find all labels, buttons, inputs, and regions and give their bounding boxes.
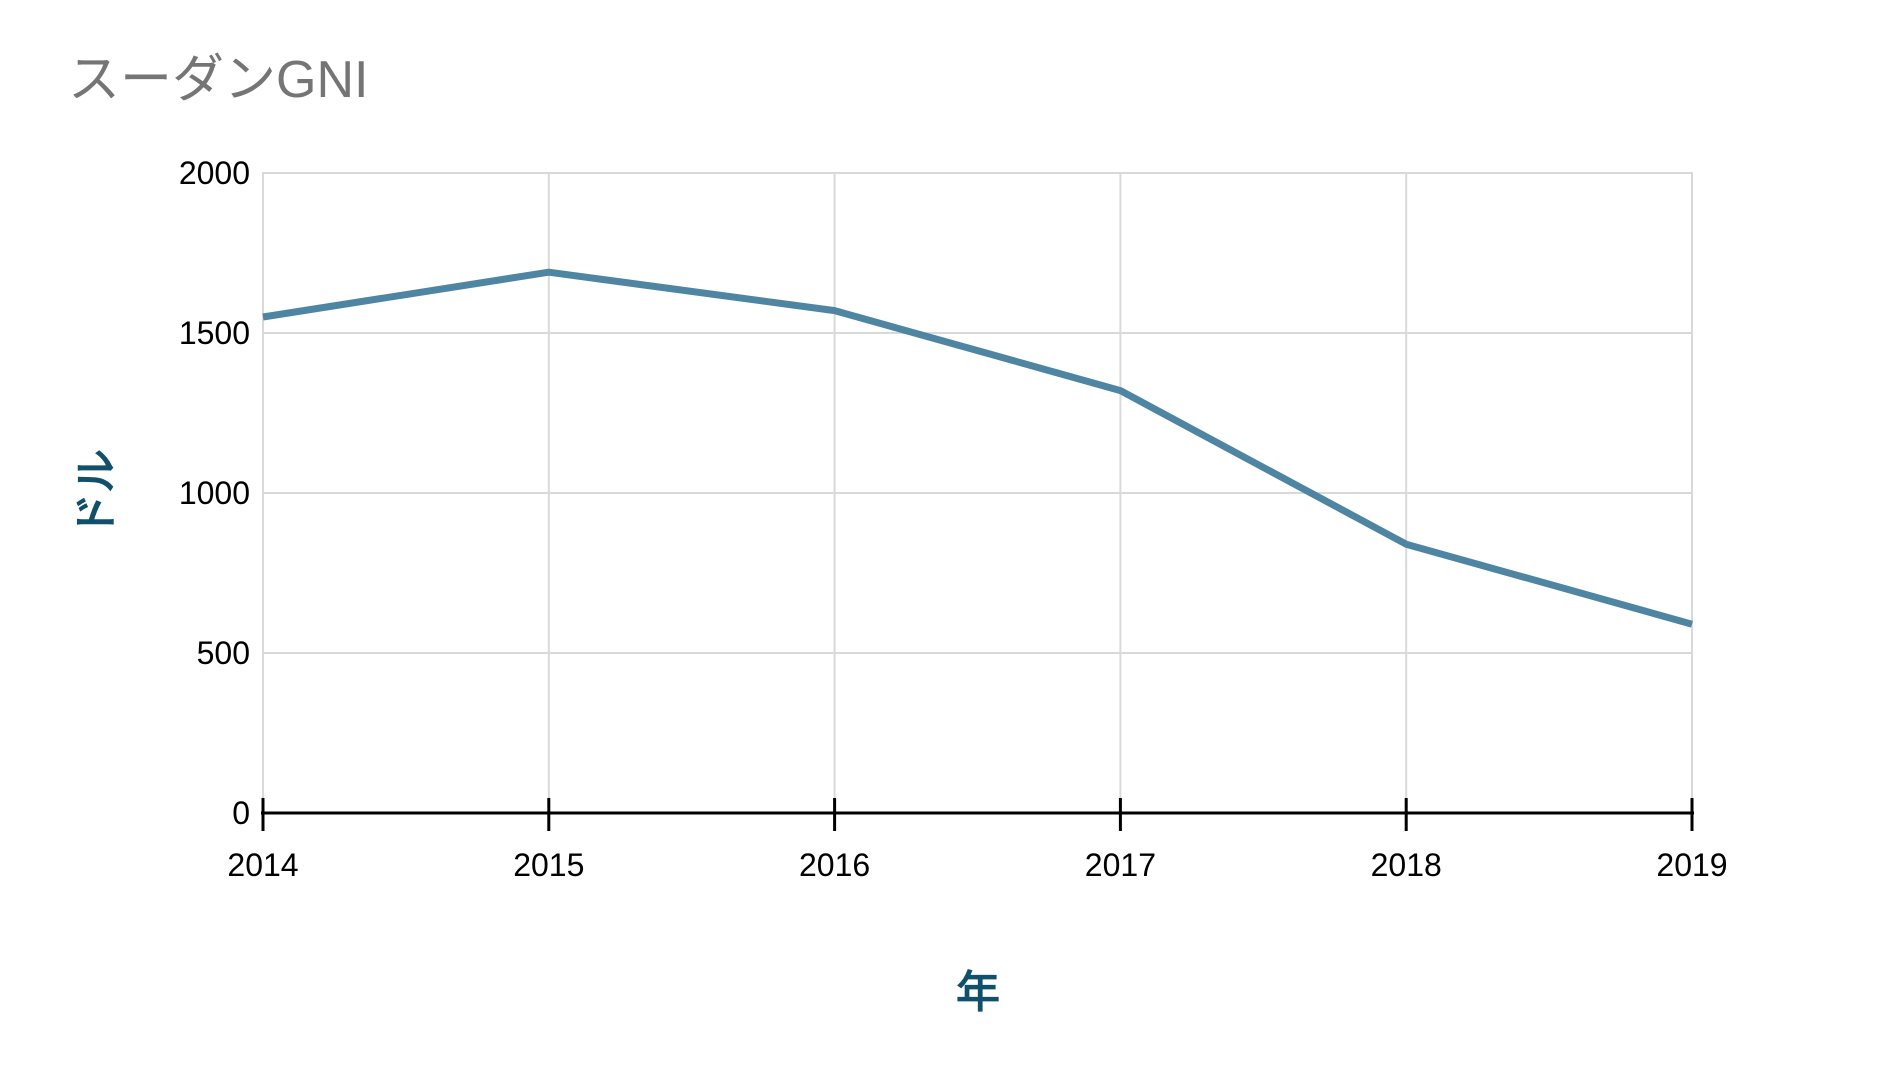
data-series-line: [262, 268, 1693, 628]
y-tick-label: 500: [197, 635, 250, 671]
y-axis-title: ドル: [72, 449, 121, 537]
x-tick-label: 2014: [227, 847, 298, 883]
y-tick-label: 2000: [179, 155, 250, 191]
y-tick-label: 0: [232, 795, 250, 831]
x-tick-label: 2015: [513, 847, 584, 883]
x-axis-title: 年: [956, 968, 1000, 1017]
y-tick-label: 1500: [179, 315, 250, 351]
x-tick-label: 2017: [1085, 847, 1156, 883]
chart-title: スーダンGNI: [68, 51, 369, 109]
y-tick-label: 1000: [179, 475, 250, 511]
x-tick-label: 2019: [1656, 847, 1727, 883]
x-tick-label: 2018: [1371, 847, 1442, 883]
x-tick-label: 2016: [799, 847, 870, 883]
